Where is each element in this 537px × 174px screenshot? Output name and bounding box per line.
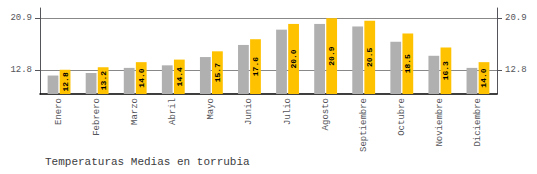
svg-text:14.4: 14.4: [175, 67, 184, 86]
svg-text:Noviembre: Noviembre: [435, 98, 445, 147]
svg-text:Agosto: Agosto: [321, 98, 331, 130]
svg-text:20.9: 20.9: [505, 13, 527, 23]
svg-text:Marzo: Marzo: [130, 98, 140, 125]
svg-text:Mayo: Mayo: [206, 98, 216, 120]
svg-text:12.8: 12.8: [505, 65, 527, 75]
svg-text:20.0: 20.0: [289, 49, 298, 68]
svg-text:Diciembre: Diciembre: [473, 98, 483, 147]
svg-text:20.9: 20.9: [327, 46, 336, 65]
svg-text:12.8: 12.8: [61, 72, 70, 91]
svg-text:Junio: Junio: [244, 98, 254, 125]
svg-text:15.7: 15.7: [213, 63, 222, 82]
svg-text:Abril: Abril: [168, 98, 178, 125]
svg-text:14.0: 14.0: [479, 68, 488, 87]
svg-text:20.5: 20.5: [365, 48, 374, 67]
svg-text:Enero: Enero: [54, 98, 64, 125]
svg-text:20.9: 20.9: [10, 13, 32, 23]
svg-text:Octubre: Octubre: [397, 98, 407, 136]
svg-text:Julio: Julio: [283, 98, 293, 125]
svg-text:17.6: 17.6: [251, 57, 260, 76]
svg-text:Temperaturas Medias en torrubi: Temperaturas Medias en torrubia: [45, 156, 250, 168]
svg-text:12.8: 12.8: [10, 65, 32, 75]
svg-text:14.0: 14.0: [137, 68, 146, 87]
svg-text:Septiembre: Septiembre: [359, 98, 369, 152]
svg-text:16.3: 16.3: [441, 61, 450, 80]
svg-text:18.5: 18.5: [403, 54, 412, 73]
svg-text:Febrero: Febrero: [92, 98, 102, 136]
svg-text:13.2: 13.2: [99, 71, 108, 90]
